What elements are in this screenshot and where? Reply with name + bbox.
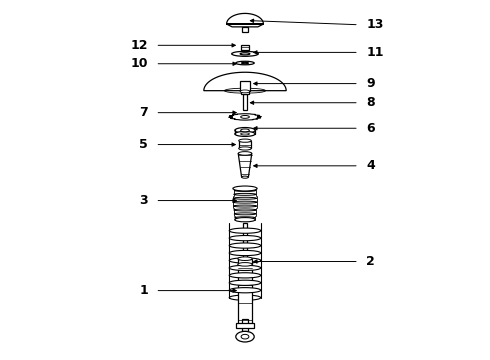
Polygon shape <box>204 72 286 91</box>
Bar <box>242 319 248 331</box>
Ellipse shape <box>229 265 261 270</box>
Bar <box>242 27 248 32</box>
Ellipse shape <box>229 235 261 241</box>
Polygon shape <box>238 153 252 177</box>
Text: 11: 11 <box>366 46 384 59</box>
Ellipse shape <box>229 288 261 293</box>
Bar <box>239 141 251 148</box>
Ellipse shape <box>240 53 250 55</box>
Ellipse shape <box>238 152 252 155</box>
Bar <box>238 259 252 264</box>
Text: 3: 3 <box>140 194 148 207</box>
Ellipse shape <box>235 217 255 219</box>
Text: 10: 10 <box>131 57 148 70</box>
Text: 6: 6 <box>366 122 375 135</box>
Ellipse shape <box>234 209 256 211</box>
Bar <box>238 264 252 324</box>
Ellipse shape <box>235 217 255 222</box>
Ellipse shape <box>234 193 256 195</box>
Ellipse shape <box>235 127 255 133</box>
Text: 5: 5 <box>139 138 148 151</box>
Ellipse shape <box>233 205 257 207</box>
Bar <box>243 94 247 110</box>
Ellipse shape <box>241 133 249 135</box>
Text: 9: 9 <box>366 77 375 90</box>
Ellipse shape <box>238 257 252 260</box>
Ellipse shape <box>241 129 249 132</box>
Ellipse shape <box>233 186 257 191</box>
Ellipse shape <box>229 295 261 300</box>
Ellipse shape <box>229 273 261 278</box>
Ellipse shape <box>241 334 249 339</box>
Ellipse shape <box>232 51 258 56</box>
Ellipse shape <box>240 90 250 93</box>
Ellipse shape <box>233 201 257 203</box>
Ellipse shape <box>229 280 261 285</box>
Ellipse shape <box>241 116 249 118</box>
Ellipse shape <box>236 61 254 65</box>
Text: 4: 4 <box>366 159 375 172</box>
Text: 2: 2 <box>366 255 375 268</box>
Ellipse shape <box>236 331 254 342</box>
Ellipse shape <box>242 176 248 178</box>
Ellipse shape <box>234 213 256 215</box>
Ellipse shape <box>229 228 261 233</box>
Text: 12: 12 <box>131 39 148 52</box>
Polygon shape <box>226 13 264 27</box>
Ellipse shape <box>235 131 255 136</box>
Bar <box>243 223 247 258</box>
Ellipse shape <box>234 189 256 192</box>
Text: 7: 7 <box>139 106 148 119</box>
Ellipse shape <box>233 197 257 199</box>
Bar <box>241 45 249 50</box>
Ellipse shape <box>239 147 251 150</box>
Ellipse shape <box>239 139 251 142</box>
Bar <box>241 91 249 94</box>
Text: 8: 8 <box>366 96 375 109</box>
Bar <box>240 81 250 91</box>
Ellipse shape <box>229 251 261 256</box>
Text: 1: 1 <box>139 284 148 297</box>
Bar <box>236 323 254 328</box>
Ellipse shape <box>229 243 261 248</box>
Ellipse shape <box>229 258 261 263</box>
Text: 13: 13 <box>366 18 384 31</box>
Ellipse shape <box>238 262 252 266</box>
Ellipse shape <box>242 62 248 64</box>
Polygon shape <box>229 114 261 120</box>
